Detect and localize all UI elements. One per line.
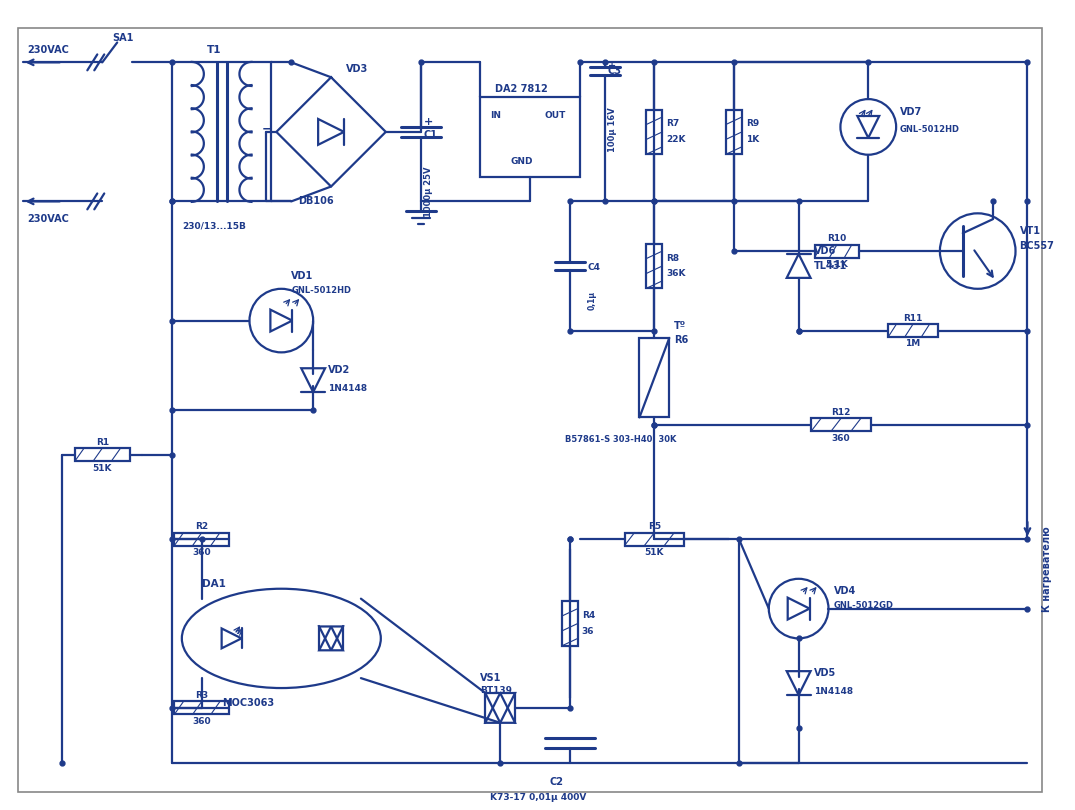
Text: K73-17 0,01µ 400V: K73-17 0,01µ 400V xyxy=(490,793,587,802)
Text: VD1: VD1 xyxy=(291,271,314,281)
Bar xyxy=(811,419,871,431)
Text: GND: GND xyxy=(511,157,532,166)
Text: К нагревателю: К нагревателю xyxy=(1043,526,1052,612)
Text: 5,1K: 5,1K xyxy=(826,260,848,269)
Text: SA1: SA1 xyxy=(112,32,133,43)
Text: 1N4148: 1N4148 xyxy=(814,687,852,696)
Text: 51K: 51K xyxy=(92,463,112,472)
Text: R8: R8 xyxy=(666,254,679,262)
Bar xyxy=(815,245,859,258)
Text: R1: R1 xyxy=(96,437,109,447)
Text: VD3: VD3 xyxy=(346,64,369,75)
Text: T1: T1 xyxy=(206,45,221,55)
Bar xyxy=(646,244,662,288)
Text: 1000µ 25V: 1000µ 25V xyxy=(424,167,432,217)
Text: VD4: VD4 xyxy=(833,586,856,595)
Bar xyxy=(726,109,742,154)
Text: C2: C2 xyxy=(550,778,564,787)
Text: GNL-5012GD: GNL-5012GD xyxy=(833,601,893,610)
Text: BC557: BC557 xyxy=(1019,241,1055,251)
Text: 230VAC: 230VAC xyxy=(28,45,70,55)
Text: VD5: VD5 xyxy=(814,668,836,678)
Text: 360: 360 xyxy=(832,434,850,443)
Text: R4: R4 xyxy=(582,611,596,620)
Text: 22K: 22K xyxy=(666,135,686,144)
Text: VT1: VT1 xyxy=(1019,226,1041,237)
Bar xyxy=(481,97,579,177)
Text: 230/13...15B: 230/13...15B xyxy=(182,222,246,231)
Bar xyxy=(888,324,937,337)
Bar xyxy=(562,601,577,646)
Text: 1M: 1M xyxy=(905,339,920,348)
Text: C4: C4 xyxy=(588,263,601,272)
Bar xyxy=(174,701,229,714)
Text: VS1: VS1 xyxy=(481,673,502,683)
Text: R7: R7 xyxy=(666,119,679,129)
Text: R2: R2 xyxy=(196,522,209,531)
Text: R6: R6 xyxy=(674,335,689,345)
Text: 1K: 1K xyxy=(746,135,759,144)
Text: C1: C1 xyxy=(424,130,438,140)
Text: DA2 7812: DA2 7812 xyxy=(496,84,548,94)
Text: Tº: Tº xyxy=(674,321,687,330)
Text: VD6: VD6 xyxy=(814,246,836,256)
Text: 1N4148: 1N4148 xyxy=(328,384,368,393)
Text: C3: C3 xyxy=(607,66,621,76)
Text: 36K: 36K xyxy=(666,270,686,279)
Text: R10: R10 xyxy=(828,234,847,243)
Text: 0,1µ: 0,1µ xyxy=(588,291,597,309)
Text: DA1: DA1 xyxy=(202,579,226,589)
Text: BT139: BT139 xyxy=(481,685,513,694)
Text: DB106: DB106 xyxy=(299,196,334,207)
Text: −: − xyxy=(261,122,272,135)
Text: VD2: VD2 xyxy=(328,365,350,375)
Text: TL431: TL431 xyxy=(814,261,847,271)
Text: GNL-5012HD: GNL-5012HD xyxy=(900,126,960,134)
Text: VD7: VD7 xyxy=(900,107,922,117)
Text: B57861-S 303-H40, 30K: B57861-S 303-H40, 30K xyxy=(564,435,676,444)
Bar xyxy=(75,448,130,461)
Text: R3: R3 xyxy=(196,691,209,700)
Bar xyxy=(174,533,229,545)
Bar xyxy=(625,533,685,545)
Text: GNL-5012HD: GNL-5012HD xyxy=(291,286,352,296)
Text: 360: 360 xyxy=(192,548,211,557)
Text: MOC3063: MOC3063 xyxy=(221,698,274,708)
Text: 51K: 51K xyxy=(645,548,664,557)
Text: R5: R5 xyxy=(648,522,661,531)
Text: R12: R12 xyxy=(831,408,850,417)
Bar xyxy=(172,62,271,202)
Text: R11: R11 xyxy=(903,313,922,322)
Bar xyxy=(640,338,670,417)
Text: OUT: OUT xyxy=(545,110,567,120)
Text: IN: IN xyxy=(490,110,501,120)
Bar xyxy=(646,109,662,154)
Text: 360: 360 xyxy=(192,717,211,726)
Text: +: + xyxy=(607,62,616,71)
Text: 36: 36 xyxy=(582,627,594,636)
Text: +: + xyxy=(424,117,433,127)
Text: 230VAC: 230VAC xyxy=(28,215,70,224)
Text: R9: R9 xyxy=(746,119,759,129)
Text: 100µ 16V: 100µ 16V xyxy=(607,107,617,151)
